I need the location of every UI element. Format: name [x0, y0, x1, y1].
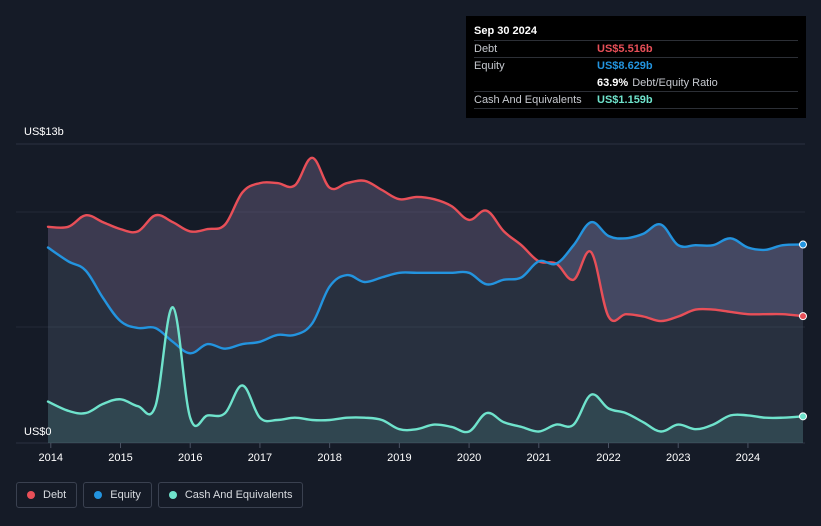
x-tick-label: 2016 — [178, 452, 202, 464]
legend: Debt Equity Cash And Equivalents — [16, 482, 304, 508]
debt-line — [46, 156, 805, 323]
x-tick-label: 2024 — [736, 452, 760, 464]
legend-item-debt[interactable]: Debt — [16, 482, 78, 508]
debt-dot-icon — [27, 491, 35, 499]
x-tick-label: 2017 — [248, 452, 272, 464]
equity-over-debt-area — [48, 157, 803, 354]
tooltip-cash-value: US$1.159b — [597, 94, 653, 106]
tooltip-row-ratio: 63.9% Debt/Equity Ratio — [474, 74, 798, 91]
tooltip-ratio-spacer — [474, 75, 597, 91]
x-tick-label: 2014 — [39, 452, 63, 464]
x-tick-label: 2023 — [666, 452, 690, 464]
x-tick-label: 2020 — [457, 452, 481, 464]
y-axis-bottom-label: US$0 — [24, 426, 52, 438]
tooltip-equity-label: Equity — [474, 60, 505, 72]
tooltip-cash-label: Cash And Equivalents — [474, 94, 582, 106]
cash-end-marker — [799, 412, 807, 421]
cash-line — [46, 306, 805, 434]
x-tick-label: 2019 — [387, 452, 411, 464]
legend-item-cash[interactable]: Cash And Equivalents — [157, 482, 304, 508]
equity-end-marker — [799, 240, 807, 249]
tooltip-row-debt: Debt US$5.516b — [474, 40, 798, 57]
legend-cash-label: Cash And Equivalents — [184, 489, 293, 501]
cash-dot-icon — [168, 491, 177, 499]
equity-area — [48, 222, 803, 443]
x-tick-label: 2022 — [596, 452, 620, 464]
legend-equity-label: Equity — [110, 489, 141, 501]
debt-end-marker — [799, 312, 807, 321]
debt-equity-gap-area — [48, 157, 803, 354]
cash-area — [48, 307, 803, 443]
x-tick-label: 2015 — [108, 452, 132, 464]
equity-line — [46, 220, 805, 355]
tooltip-row-equity: Equity US$8.629b — [474, 57, 798, 74]
tooltip-row-cash: Cash And Equivalents US$1.159b — [474, 91, 798, 109]
y-axis-top-label: US$13b — [24, 126, 64, 138]
tooltip-equity-value: US$8.629b — [597, 60, 653, 72]
legend-item-equity[interactable]: Equity — [83, 482, 152, 508]
tooltip-debt-label: Debt — [474, 43, 498, 55]
tooltip-panel: Sep 30 2024 Debt US$5.516b Equity US$8.6… — [466, 16, 806, 118]
tooltip-debt-value: US$5.516b — [597, 43, 653, 55]
legend-debt-label: Debt — [43, 489, 67, 501]
x-tick-label: 2018 — [317, 452, 341, 464]
tooltip-ratio-label: Debt/Equity Ratio — [632, 77, 718, 89]
x-axis: 2014 2015 2016 2017 2018 2019 2020 2021 2022 2023… — [39, 443, 760, 464]
x-tick-label: 2021 — [527, 452, 551, 464]
tooltip-date: Sep 30 2024 — [474, 25, 537, 37]
series-layer — [46, 156, 807, 443]
tooltip-ratio-value: 63.9% — [597, 77, 629, 89]
equity-dot-icon — [94, 491, 103, 499]
